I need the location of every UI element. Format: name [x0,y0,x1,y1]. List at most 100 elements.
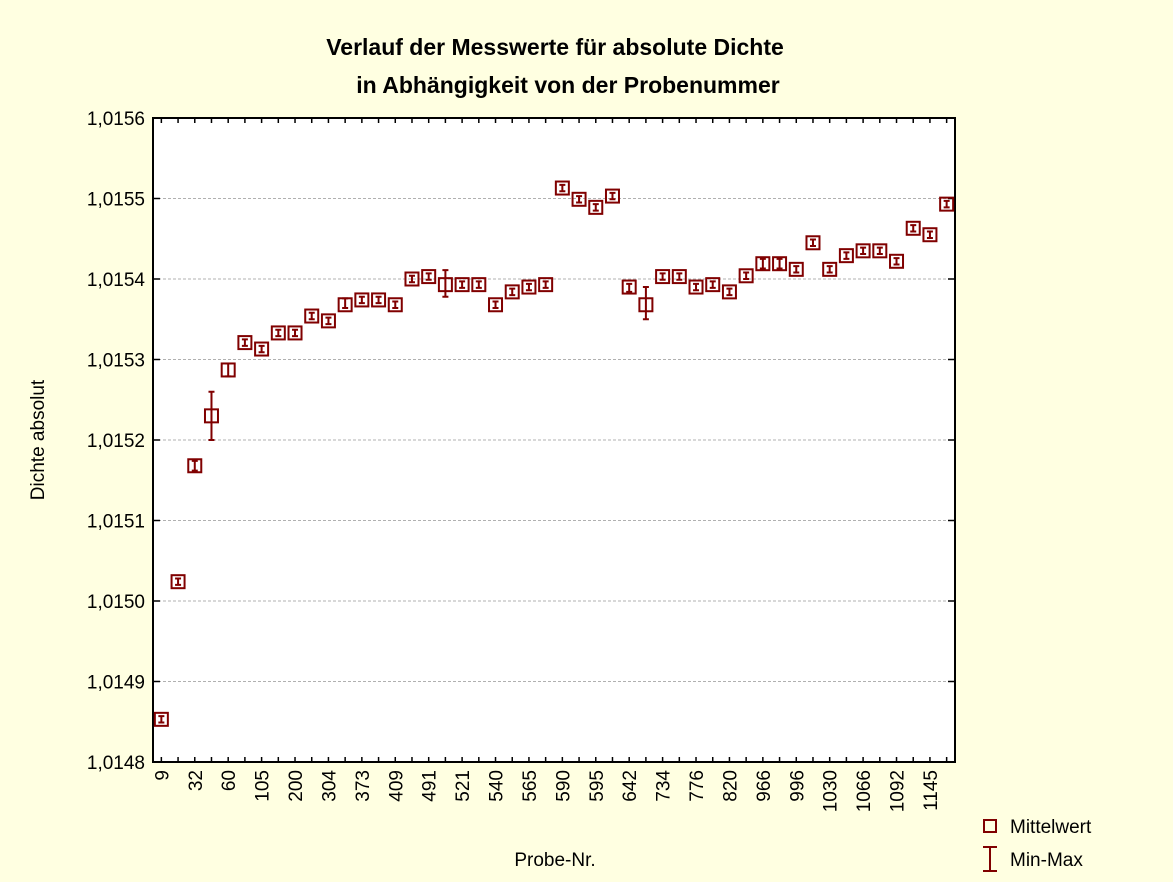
x-tick-label: 996 [787,770,808,802]
mean-marker [571,191,587,207]
y-tick-label: 1,0152 [87,431,145,452]
mean-marker [705,277,721,293]
legend-label: Mittelwert [1010,817,1092,838]
y-tick-label: 1,0154 [87,270,146,291]
error-bar [759,257,766,270]
error-bar [709,280,716,289]
x-tick-label: 1030 [821,770,842,812]
error-bar [191,459,198,472]
x-tick-label: 590 [553,770,574,802]
mean-marker [354,292,370,308]
x-tick-label: 1092 [888,770,909,812]
mean-marker [721,284,737,300]
mean-marker [170,574,186,590]
mean-marker [655,269,671,285]
error-bar [542,280,549,289]
x-tick-label: 60 [219,770,240,791]
y-tick-label: 1,0151 [87,512,145,533]
x-tick-label: 595 [587,770,608,802]
legend-label: Min-Max [1010,850,1083,871]
error-bar [726,287,733,297]
x-tick-label: 820 [720,770,741,802]
mean-marker [838,248,854,264]
mean-marker [671,269,687,285]
mean-marker [187,458,203,474]
y-axis-label: Dichte absolut [28,379,49,500]
mean-marker [822,261,838,277]
chart-title: Verlauf der Messwerte für absolute Dicht… [326,34,784,60]
error-bar [442,269,449,298]
x-tick-label: 304 [319,770,340,802]
mean-marker [872,243,888,259]
x-tick-label: 1145 [921,770,942,811]
mean-marker [538,277,554,293]
error-bar [275,328,282,338]
error-bar [926,230,933,239]
mean-marker [889,253,905,269]
mean-marker [237,335,253,351]
error-bar [943,199,950,209]
mean-marker [688,279,704,295]
x-tick-label: 642 [620,770,641,802]
error-bar [676,272,683,281]
error-bar [325,316,332,326]
error-bar [893,257,900,266]
x-tick-label: 966 [754,770,775,802]
legend-marker [983,819,997,833]
error-bar [241,338,248,347]
mean-marker [287,325,303,341]
error-bar [492,300,499,309]
mean-marker [421,269,437,285]
error-bar [175,577,182,586]
x-tick-label: 776 [687,770,708,802]
y-tick-label: 1,0153 [87,351,145,372]
error-bar [843,251,850,260]
error-bar [609,191,616,201]
error-bar [392,300,399,309]
error-bar [693,282,700,292]
mean-marker [939,196,955,212]
x-tick-label: 9 [152,770,173,781]
x-tick-label: 373 [353,770,374,802]
x-tick-label: 491 [420,770,441,802]
error-bar [860,246,867,256]
x-tick-label: 540 [487,770,508,802]
mean-marker [772,256,788,272]
x-tick-label: 200 [286,770,307,802]
x-tick-label: 105 [253,770,274,802]
mean-marker [604,188,620,204]
error-bar [258,344,265,354]
mean-marker [320,313,336,329]
error-bar [876,246,883,256]
error-bar [509,287,516,297]
legend-marker [983,846,997,872]
mean-marker [203,408,219,424]
mean-marker [638,297,654,313]
error-bar [425,272,432,281]
error-bar [208,390,215,441]
y-tick-label: 1,0150 [87,592,145,613]
error-bar [308,311,315,321]
chart-subtitle: in Abhängigkeit von der Probenummer [356,72,779,98]
error-bar [793,265,800,274]
error-bar [826,265,833,274]
mean-marker [905,220,921,236]
mean-marker [855,243,871,259]
mean-marker [454,277,470,293]
error-bar [408,274,415,284]
x-tick-label: 32 [186,770,207,791]
mean-marker [621,279,637,295]
mean-marker [521,279,537,295]
mean-marker [504,284,520,300]
error-bar [743,271,750,280]
error-bar [776,257,783,270]
error-bar [910,224,917,233]
error-bar [358,295,365,305]
error-bar [459,280,466,289]
error-bar [292,328,299,338]
mean-marker [337,297,353,313]
error-bar [592,203,599,212]
y-tick-label: 1,0148 [87,753,145,774]
x-tick-label: 565 [520,770,541,802]
mean-marker [437,277,453,293]
